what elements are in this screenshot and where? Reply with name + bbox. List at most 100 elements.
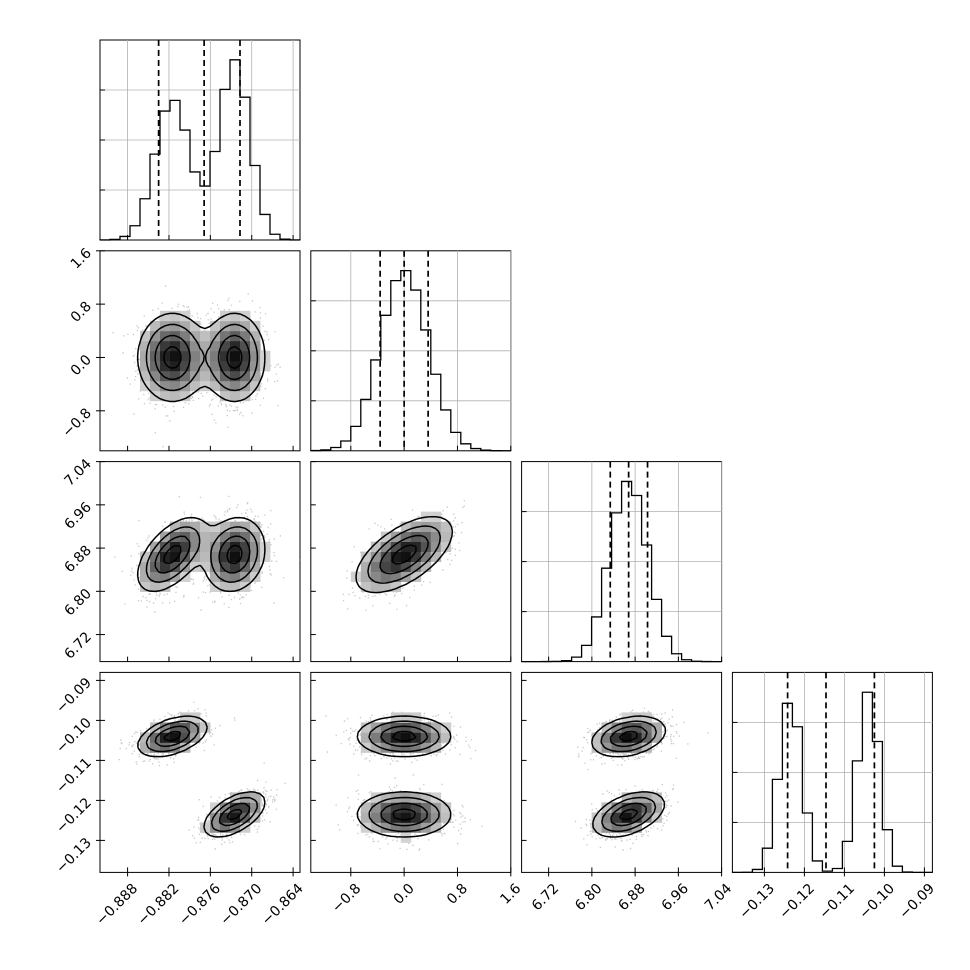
density-cell-2-0 <box>140 551 151 562</box>
density-cell-1-0 <box>170 370 181 382</box>
density-cell-2-0 <box>210 551 221 562</box>
density-cell-3-1 <box>430 722 442 733</box>
density-cell-1-0 <box>240 360 251 372</box>
density-cell-1-0 <box>150 320 161 332</box>
density-cell-3-1 <box>380 822 392 833</box>
contour-3-0-3 <box>137 715 266 838</box>
density-cell-3-0 <box>240 802 251 813</box>
density-cell-2-1 <box>370 561 382 572</box>
density-cell-3-0 <box>170 722 181 733</box>
density-cell-3-0 <box>150 732 161 743</box>
density-cell-3-1 <box>430 812 442 823</box>
density-panel-2-0 <box>99 461 301 663</box>
density-cell-2-1 <box>390 581 402 592</box>
density-cell-1-0 <box>230 350 241 362</box>
density-cell-1-0 <box>220 330 231 342</box>
density-cell-3-2 <box>651 722 662 733</box>
density-cell-3-2 <box>651 792 662 803</box>
density-cell-1-0 <box>240 390 251 402</box>
density-cell-1-0 <box>190 320 201 332</box>
density-cell-3-2 <box>631 722 642 733</box>
density-cell-1-0 <box>170 390 181 402</box>
contour-2-1-3 <box>355 515 454 594</box>
density-cell-1-0 <box>210 340 221 352</box>
density-cell-1-0 <box>180 370 191 382</box>
density-cell-3-1 <box>370 822 382 833</box>
density-cell-2-0 <box>210 531 221 542</box>
density-cell-1-0 <box>230 380 241 392</box>
density-cell-3-0 <box>160 732 171 743</box>
density-cell-1-0 <box>230 310 241 322</box>
density-cell-1-0 <box>160 310 171 322</box>
density-cell-2-0 <box>180 541 191 552</box>
density-cell-2-0 <box>220 551 231 562</box>
density-cell-1-0 <box>190 350 201 362</box>
x-tick-label-3-2: −0.11 <box>816 881 858 923</box>
density-cell-3-2 <box>611 722 622 733</box>
density-cell-2-1 <box>400 551 412 562</box>
density-cell-3-0 <box>230 812 241 823</box>
contour-1-0-1 <box>154 334 251 381</box>
density-cell-3-1 <box>370 732 382 743</box>
density-cell-1-0 <box>220 320 231 332</box>
density-cell-1-0 <box>220 350 231 362</box>
density-panel-3-2 <box>521 671 723 873</box>
density-cell-1-0 <box>230 340 241 352</box>
density-cell-3-1 <box>420 802 432 813</box>
density-cell-2-0 <box>250 561 261 572</box>
density-cell-1-0 <box>240 370 251 382</box>
y-tick-label-1-2: 0.8 <box>68 299 95 326</box>
y-tick-label-1-1: 0.0 <box>68 352 95 379</box>
density-cell-3-1 <box>410 822 422 833</box>
y-tick-label-3-2: −0.11 <box>53 755 95 797</box>
density-cell-2-1 <box>420 561 432 572</box>
density-cell-3-2 <box>621 792 632 803</box>
density-cell-2-1 <box>380 551 392 562</box>
y-tick-label-3-3: −0.10 <box>53 715 95 757</box>
density-cell-1-0 <box>180 350 191 362</box>
density-cell-3-0 <box>150 722 161 733</box>
density-cell-2-1 <box>390 561 402 572</box>
density-cell-2-0 <box>210 521 221 532</box>
density-cell-1-0 <box>240 320 251 332</box>
density-cell-3-1 <box>380 792 392 803</box>
contour-2-0-0 <box>163 544 243 565</box>
density-cell-1-0 <box>140 330 151 342</box>
density-cell-1-0 <box>210 380 221 392</box>
density-cell-1-0 <box>180 330 191 342</box>
density-cell-2-0 <box>220 521 231 532</box>
y-tick-label-3-1: −0.12 <box>53 795 95 837</box>
density-cell-1-0 <box>200 370 211 382</box>
y-tick-label-2-3: 6.96 <box>61 499 94 532</box>
density-cell-3-1 <box>390 822 402 833</box>
density-cell-3-2 <box>601 742 612 753</box>
density-cell-1-0 <box>210 350 221 362</box>
density-cell-3-0 <box>220 802 231 813</box>
density-cell-1-0 <box>160 360 171 372</box>
contour-3-0-2 <box>145 720 258 832</box>
density-cell-3-2 <box>641 722 652 733</box>
scatter-1-0 <box>112 285 281 448</box>
density-cell-2-1 <box>400 531 412 542</box>
density-cell-3-0 <box>210 822 221 833</box>
density-cell-3-0 <box>160 742 171 753</box>
density-cells-2-1 <box>350 511 452 592</box>
density-cell-1-0 <box>220 380 231 392</box>
x-tick-label-3-3: −0.10 <box>856 881 898 923</box>
density-cell-3-1 <box>400 722 412 733</box>
x-tick-label-0-1: −0.882 <box>135 881 183 929</box>
density-cell-3-2 <box>601 822 612 833</box>
density-frame-3-0 <box>99 671 301 873</box>
density-cell-2-0 <box>220 571 231 582</box>
density-cell-3-2 <box>631 812 642 823</box>
density-cell-1-0 <box>210 360 221 372</box>
contour-2-0-3 <box>136 516 266 593</box>
density-cell-2-0 <box>250 541 261 552</box>
y-tick-label-3-4: −0.09 <box>53 675 95 717</box>
density-cell-1-0 <box>170 320 181 332</box>
density-cell-3-0 <box>190 722 201 733</box>
density-cell-2-1 <box>410 531 422 542</box>
y-tick-label-2-0: 6.72 <box>61 629 94 662</box>
density-cell-2-1 <box>430 551 442 562</box>
density-cell-2-1 <box>360 551 372 562</box>
